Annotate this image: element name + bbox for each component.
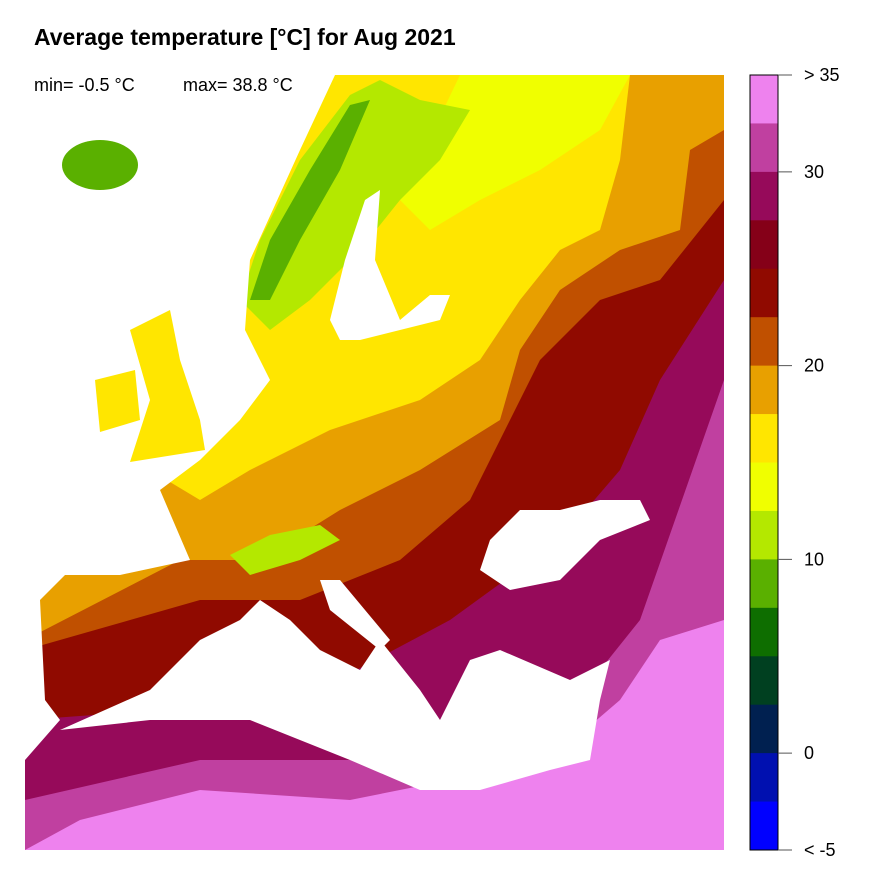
legend-band [750, 656, 778, 706]
black-sea [480, 500, 650, 590]
adriatic-sea [320, 580, 390, 650]
legend-band [750, 268, 778, 318]
legend-band [750, 414, 778, 463]
zone-pink [25, 620, 724, 850]
zone-mountains-green [250, 100, 370, 300]
legend-band [750, 220, 778, 270]
legend-tick-label: < -5 [804, 840, 836, 860]
ireland [95, 370, 140, 432]
legend-border [749, 74, 779, 851]
legend-band [750, 365, 778, 415]
legend-tick-label: 30 [804, 162, 824, 182]
baltic-sea [330, 190, 450, 340]
legend-tick-label: 10 [804, 549, 824, 569]
legend-band [750, 801, 778, 851]
legend-band [750, 123, 778, 173]
legend-tick-label: > 35 [804, 65, 840, 85]
legend-band [750, 559, 778, 609]
legend-tick-label: 20 [804, 356, 824, 376]
iceland [62, 140, 138, 190]
legend-tick-label: 0 [804, 743, 814, 763]
zone-alps [230, 525, 340, 575]
legend-band [750, 171, 778, 221]
legend-band [750, 75, 778, 124]
legend-band [750, 462, 778, 512]
legend-band [750, 704, 778, 754]
mediterranean-sea [60, 600, 610, 790]
min-value: min= -0.5 °C [34, 75, 135, 95]
legend-band [750, 607, 778, 657]
legend-band [750, 753, 778, 803]
legend-band [750, 317, 778, 367]
max-value: max= 38.8 °C [183, 75, 293, 95]
great-britain [130, 310, 205, 462]
map-title: Average temperature [°C] for Aug 2021 [34, 24, 456, 50]
zone-scandinavia-green [240, 80, 470, 330]
legend-band [750, 510, 778, 560]
